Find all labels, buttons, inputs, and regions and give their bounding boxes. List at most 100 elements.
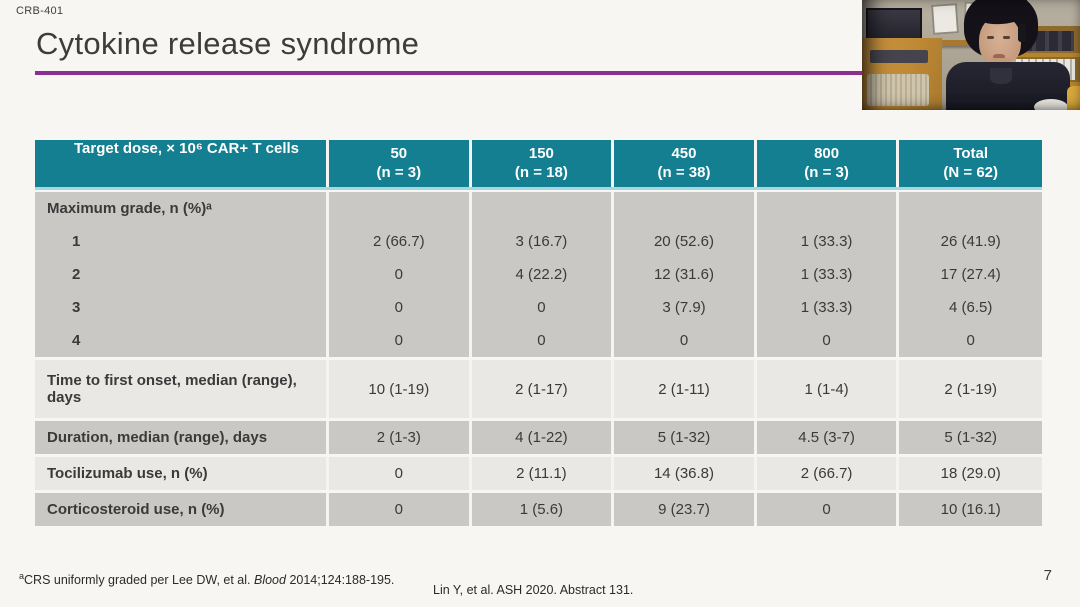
row-label: Tocilizumab use, n (%) [35,457,329,490]
table-row: Corticosteroid use, n (%) 0 1 (5.6) 9 (23.7… [35,493,1042,526]
footnote: aCRS uniformly graded per Lee DW, et al.… [19,571,394,587]
table-cell: 2 (66.7) [329,225,472,258]
row-label: 1 [35,225,329,258]
citation: Lin Y, et al. ASH 2020. Abstract 131. [433,583,634,597]
row-label: Time to first onset, median (range), day… [35,360,329,418]
table-cell: 12 (31.6) [614,258,757,291]
row-label: Corticosteroid use, n (%) [35,493,329,526]
webcam-vignette [862,0,1080,110]
row-label: Maximum grade, n (%)ᵃ [35,192,329,225]
table-cell [329,192,472,225]
table-cell: 2 (11.1) [471,457,615,490]
table-cell: 18 (29.0) [899,457,1042,490]
table-cell: 1 (1-4) [756,360,900,418]
footnote-reference: 2014;124:188-195. [285,573,395,588]
presenter-eye [987,36,994,39]
table-cell: 26 (41.9) [899,225,1042,258]
column-header: 800 (n = 3) [756,140,900,187]
webcam-speaker-mesh [867,74,929,106]
table-corner-header: Target dose, × 10⁶ CAR+ T cells [35,140,329,187]
presenter-eye [1003,36,1010,39]
column-header-n: (n = 3) [804,163,849,181]
table-row: Time to first onset, median (range), day… [35,360,1042,418]
column-header-n: (n = 3) [376,163,422,181]
table-cell: 4.5 (3-7) [756,421,900,454]
table-cell: 1 (33.3) [756,291,900,324]
presenter-headset [1018,24,1026,42]
footnote-marker: a [19,571,25,581]
table-cell: 9 (23.7) [614,493,757,526]
table-cell: 14 (36.8) [614,457,757,490]
table-cell: 4 (1-22) [471,421,615,454]
title-underline [35,71,862,75]
table-cell: 10 (1-19) [329,360,472,418]
column-header-n: (N = 62) [943,163,998,181]
table-cell: 0 [329,493,472,526]
column-header: 450 (n = 38) [614,140,757,187]
row-label: 2 [35,258,329,291]
page-number: 7 [1043,567,1052,584]
table-cell: 10 (16.1) [899,493,1042,526]
table-cell: 0 [471,324,615,357]
table-cell: 0 [329,457,472,490]
webcam-console-slot [870,50,928,63]
table-cell: 1 (33.3) [756,225,900,258]
column-header: 50 (n = 3) [329,140,472,187]
table-cell [756,192,900,225]
table-cell: 4 (22.2) [471,258,615,291]
table-body: Maximum grade, n (%)ᵃ 1 2 (66.7) 3 (16.7) 20… [35,192,1042,526]
webcam-video [862,0,1080,110]
presenter [946,0,1070,110]
table-cell: 3 (16.7) [471,225,615,258]
table-cell: 17 (27.4) [899,258,1042,291]
presenter-collar [990,68,1012,84]
row-label: Duration, median (range), days [35,421,329,454]
column-header-dose: 800 [814,144,840,162]
table-cell: 2 (1-19) [899,360,1042,418]
table-cell: 2 (1-17) [471,360,615,418]
webcam-shelf-edge [1006,53,1080,57]
table-cell: 0 [471,291,615,324]
column-header-dose: 450 [671,144,697,162]
table-row: Maximum grade, n (%)ᵃ [35,192,1042,225]
table-cell: 0 [614,324,757,357]
page-title: Cytokine release syndrome [36,26,420,61]
table-cell: 0 [329,324,472,357]
table-cell: 5 (1-32) [899,421,1042,454]
table-cell: 1 (33.3) [756,258,900,291]
table-cell [899,192,1042,225]
table-cell: 2 (66.7) [756,457,900,490]
column-header: Total (N = 62) [899,140,1042,187]
table-cell: 2 (1-11) [614,360,757,418]
table-row: Tocilizumab use, n (%) 0 2 (11.1) 14 (36.8)… [35,457,1042,490]
table-cell: 0 [329,258,472,291]
table-cell: 0 [899,324,1042,357]
table-header-row: Target dose, × 10⁶ CAR+ T cells 50 (n = 3)… [35,140,1042,190]
table-cell: 20 (52.6) [614,225,757,258]
table-cell: 5 (1-32) [614,421,757,454]
table-cell: 0 [756,324,900,357]
presenter-mouth [993,54,1005,59]
table-row: Duration, median (range), days 2 (1-3) 4 (… [35,421,1042,454]
table-cell: 4 (6.5) [899,291,1042,324]
table-cell: 0 [329,291,472,324]
column-header-dose: Total [953,144,989,162]
table-cell [471,192,615,225]
table-cell [614,192,757,225]
presenter-webcam-tile[interactable] [862,0,1080,110]
column-header-n: (n = 18) [514,163,568,181]
table-cell: 0 [756,493,900,526]
table-cell: 2 (1-3) [329,421,472,454]
crs-data-table: Target dose, × 10⁶ CAR+ T cells 50 (n = 3)… [35,140,1042,526]
webcam-wood-console [862,38,942,110]
webcam-white-object [1034,99,1068,110]
column-header-dose: 50 [390,144,408,162]
column-header: 150 (n = 18) [471,140,615,187]
column-header-n: (n = 38) [657,163,711,181]
table-cell: 1 (5.6) [471,493,615,526]
